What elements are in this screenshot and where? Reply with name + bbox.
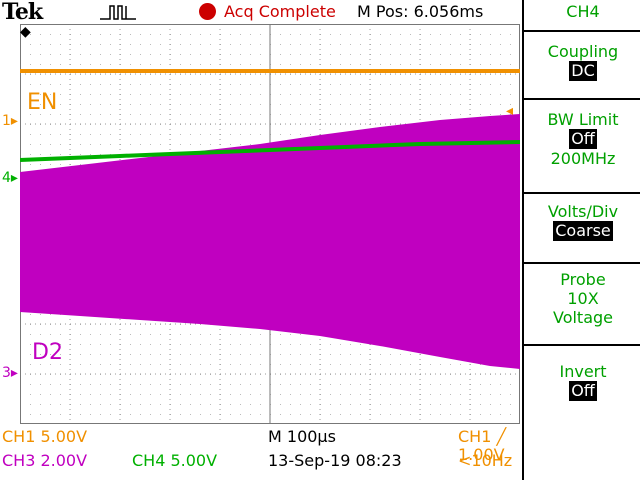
- top-status-bar: Tek Acq Complete M Pos: 6.056ms: [0, 0, 522, 24]
- probe-button[interactable]: Probe 10X Voltage: [524, 270, 640, 327]
- trigger-position-marker-icon: ◆: [20, 24, 31, 40]
- channel-menu-panel: CH4 Coupling DC BW Limit Off 200MHz Volt…: [522, 0, 640, 480]
- probe-label: Probe: [560, 270, 606, 289]
- ch1-ground-marker: 1▸: [2, 113, 18, 129]
- trigger-setting: CH1 ╱ 1.00V: [458, 427, 507, 464]
- bw-limit-label: BW Limit: [547, 110, 619, 129]
- trigger-icon: [100, 5, 136, 20]
- bw-limit-frequency: 200MHz: [550, 149, 616, 168]
- menu-divider: [524, 192, 640, 194]
- date-time: 13-Sep-19 08:23: [268, 451, 402, 470]
- menu-divider: [524, 344, 640, 346]
- ch1-label: EN: [27, 90, 58, 115]
- probe-type: Voltage: [552, 308, 613, 327]
- trigger-frequency: <10Hz: [458, 451, 513, 470]
- coupling-label: Coupling: [547, 42, 619, 61]
- probe-value: 10X: [567, 289, 599, 308]
- ch3-waveform: [20, 114, 520, 369]
- ch3-ground-marker: 3▸: [2, 365, 18, 381]
- ch4-ground-marker: 4▸: [2, 170, 18, 186]
- invert-label: Invert: [559, 362, 607, 381]
- menu-title: CH4: [566, 2, 600, 21]
- coupling-value: DC: [569, 61, 597, 81]
- volts-div-button[interactable]: Volts/Div Coarse: [524, 202, 640, 241]
- trigger-level-marker-icon: ◂: [506, 103, 514, 119]
- ch3-label: D2: [32, 340, 63, 365]
- volts-div-value: Coarse: [553, 221, 613, 241]
- bw-limit-button[interactable]: BW Limit Off 200MHz: [524, 110, 640, 168]
- acquisition-status: Acq Complete: [224, 2, 336, 21]
- bottom-status-bar: CH1 5.00V CH3 2.00V CH4 5.00V M 100µs 13…: [0, 424, 522, 480]
- menu-divider: [524, 262, 640, 264]
- volts-div-label: Volts/Div: [547, 202, 619, 221]
- ch4-scale: CH4 5.00V: [132, 451, 218, 470]
- bw-limit-value: Off: [569, 129, 597, 149]
- timebase: M 100µs: [268, 427, 336, 446]
- ch3-scale: CH3 2.00V: [2, 451, 88, 470]
- menu-divider: [524, 98, 640, 100]
- invert-button[interactable]: Invert Off: [524, 362, 640, 401]
- ch4-waveform: [20, 140, 520, 162]
- ch1-scale: CH1 5.00V: [2, 427, 88, 446]
- acquisition-indicator-icon: [199, 3, 216, 20]
- coupling-button[interactable]: Coupling DC: [524, 42, 640, 81]
- menu-divider: [524, 30, 640, 32]
- brand-logo: Tek: [2, 0, 43, 25]
- invert-value: Off: [569, 381, 597, 401]
- waveform-graticule: [20, 24, 520, 424]
- horizontal-position: M Pos: 6.056ms: [357, 2, 484, 21]
